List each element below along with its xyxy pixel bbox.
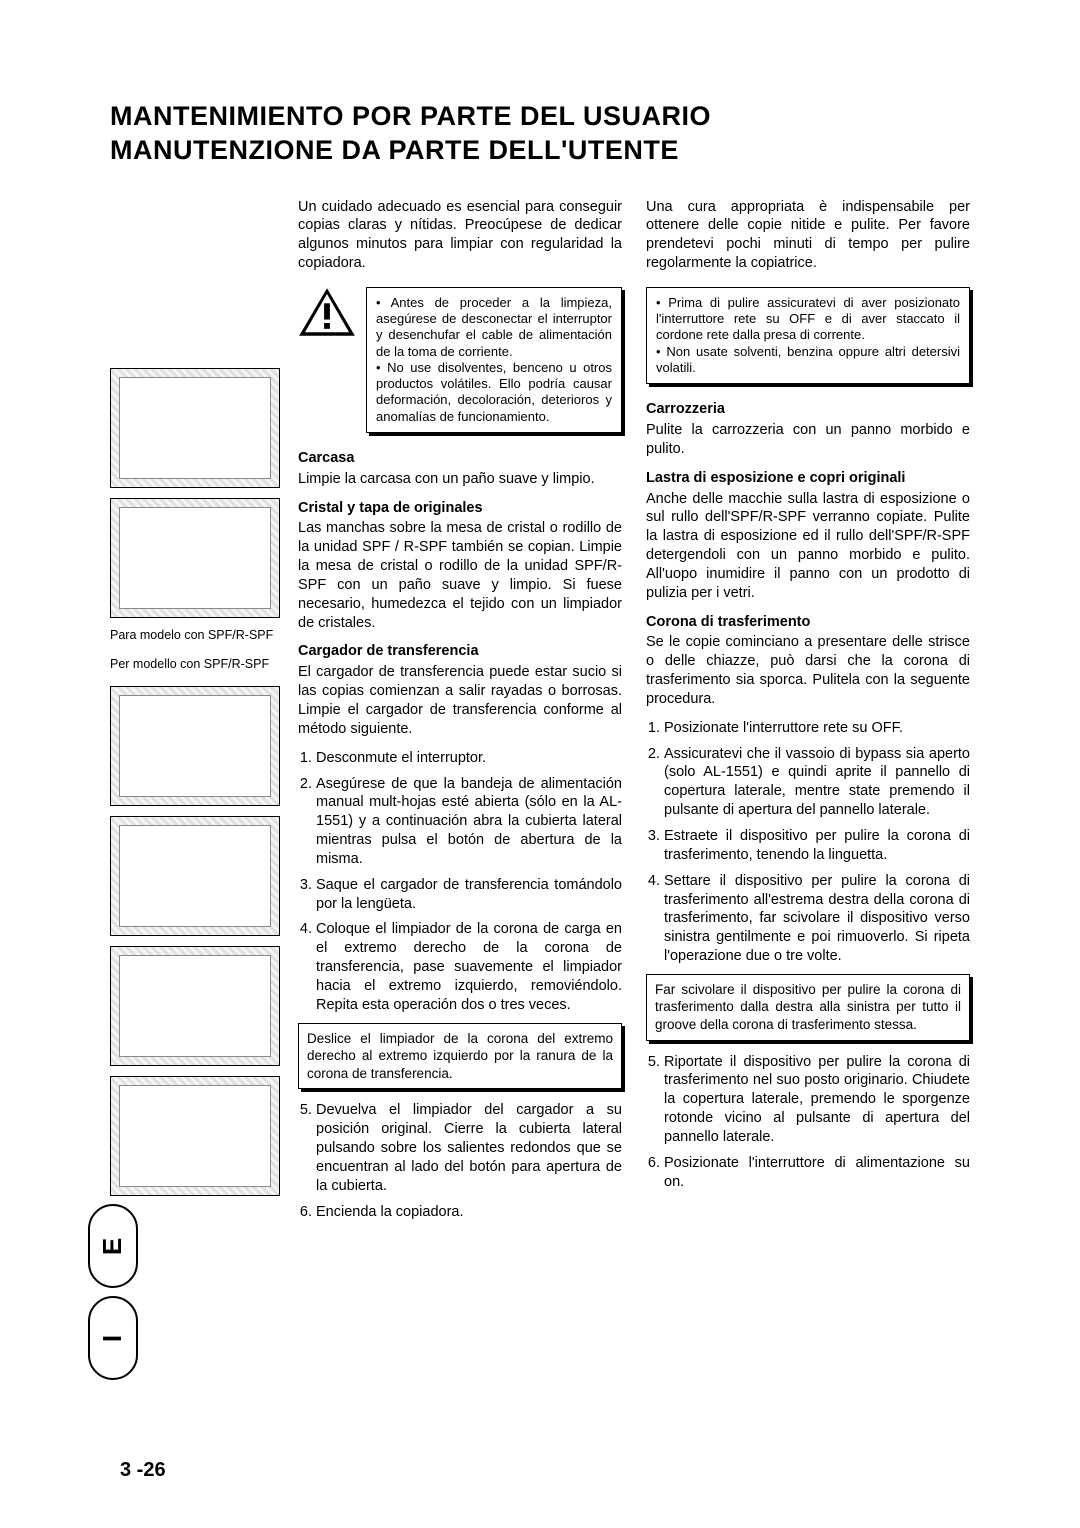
spanish-step-5: Devuelva el limpiador del cargador a su … [316, 1101, 622, 1195]
language-tabs: E I [88, 1204, 138, 1388]
spanish-warning: • Antes de proceder a la limpieza, asegú… [298, 287, 622, 433]
tab-e: E [88, 1204, 138, 1288]
italian-column: Una cura appropriata è indispensabile pe… [646, 198, 970, 1230]
italian-step-1: Posizionate l'interruttore rete su OFF. [664, 719, 970, 738]
italian-steps: Posizionate l'interruttore rete su OFF. … [646, 719, 970, 966]
page-title: MANTENIMIENTO POR PARTE DEL USUARIO MANU… [110, 100, 970, 168]
italian-intro: Una cura appropriata è indispensabile pe… [646, 198, 970, 273]
spanish-step-2: Asegúrese de que la bandeja de alimentac… [316, 775, 622, 869]
warning-icon [298, 287, 356, 337]
italian-steps-cont: Riportate il dispositivo per pulire la c… [646, 1053, 970, 1192]
spanish-h1: Carcasa [298, 449, 622, 468]
italian-p1: Pulite la carrozzeria con un panno morbi… [646, 421, 970, 459]
caption-spanish: Para modelo con SPF/R-SPF [110, 628, 280, 643]
italian-step-3: Estraete il dispositivo per pulire la co… [664, 827, 970, 865]
illustration-6 [110, 1076, 280, 1196]
italian-step-6: Posizionate l'interruttore di alimentazi… [664, 1154, 970, 1192]
spanish-p1: Limpie la carcasa con un paño suave y li… [298, 470, 622, 489]
tab-i: I [88, 1296, 138, 1380]
italian-h1: Carrozzeria [646, 400, 970, 419]
italian-h3: Corona di trasferimento [646, 613, 970, 632]
title-line-2: MANUTENZIONE DA PARTE DELL'UTENTE [110, 134, 970, 168]
spanish-steps: Desconmute el interruptor. Asegúrese de … [298, 749, 622, 1015]
spanish-note-box: Deslice el limpiador de la corona del ex… [298, 1023, 622, 1090]
italian-step-2: Assicuratevi che il vassoio di bypass si… [664, 745, 970, 820]
spanish-warn-1: • Antes de proceder a la limpieza, asegú… [376, 295, 612, 360]
italian-warn-2: • Non usate solventi, benzina oppure alt… [656, 344, 960, 377]
italian-note-box: Far scivolare il dispositivo per pulire … [646, 974, 970, 1041]
illustration-5 [110, 946, 280, 1066]
spanish-intro: Un cuidado adecuado es esencial para con… [298, 198, 622, 273]
page-number: 3 -26 [120, 1459, 166, 1482]
spanish-step-3: Saque el cargador de transferencia tomán… [316, 876, 622, 914]
italian-h2: Lastra di esposizione e copri originali [646, 469, 970, 488]
spanish-step-4: Coloque el limpiador de la corona de car… [316, 920, 622, 1014]
caption-italian: Per modello con SPF/R-SPF [110, 657, 280, 672]
spanish-warn-2: • No use disolventes, benceno u otros pr… [376, 360, 612, 425]
spanish-h2: Cristal y tapa de originales [298, 499, 622, 518]
italian-step-5: Riportate il dispositivo per pulire la c… [664, 1053, 970, 1147]
italian-step-4: Settare il dispositivo per pulire la cor… [664, 872, 970, 966]
italian-warn-1: • Prima di pulire assicuratevi di aver p… [656, 295, 960, 344]
spanish-column: Un cuidado adecuado es esencial para con… [298, 198, 622, 1230]
content-area: Para modelo con SPF/R-SPF Per modello co… [110, 198, 970, 1230]
italian-p2: Anche delle macchie sulla lastra di espo… [646, 490, 970, 603]
title-line-1: MANTENIMIENTO POR PARTE DEL USUARIO [110, 100, 970, 134]
spanish-steps-cont: Devuelva el limpiador del cargador a su … [298, 1101, 622, 1221]
spanish-p3: El cargador de transferencia puede estar… [298, 663, 622, 738]
illustration-4 [110, 816, 280, 936]
italian-p3: Se le copie cominciano a presentare dell… [646, 633, 970, 708]
spanish-step-6: Encienda la copiadora. [316, 1203, 622, 1222]
illustration-2 [110, 498, 280, 618]
illustration-3 [110, 686, 280, 806]
spanish-h3: Cargador de transferencia [298, 642, 622, 661]
illustration-1 [110, 368, 280, 488]
spanish-step-1: Desconmute el interruptor. [316, 749, 622, 768]
illustration-column: Para modelo con SPF/R-SPF Per modello co… [110, 198, 280, 1230]
spanish-p2: Las manchas sobre la mesa de cristal o r… [298, 519, 622, 632]
